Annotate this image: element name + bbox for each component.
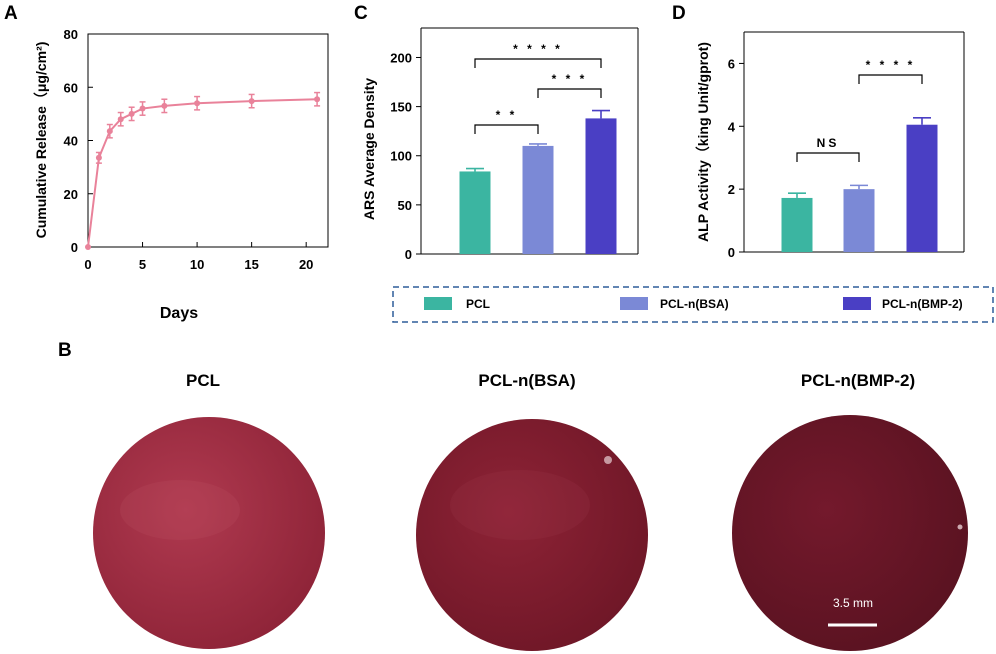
chart-a-ytick-label: 0 — [71, 240, 78, 255]
disc-photo-pcl-bsa — [416, 419, 648, 651]
chart-a-data-point — [139, 105, 146, 112]
chart-c-significance-label: * * — [496, 108, 518, 122]
legend-label-pcl-bmp2: PCL-n(BMP-2) — [882, 297, 963, 311]
chart-a-data-point — [248, 98, 255, 105]
chart-a-xtick-label: 20 — [299, 257, 313, 272]
panel-label-a: A — [4, 3, 18, 24]
chart-d-significance-label: NS — [817, 136, 840, 150]
chart-c-ytick-label: 0 — [405, 247, 412, 262]
chart-a-data-point — [314, 96, 321, 103]
chart-a-data-point — [117, 116, 124, 123]
chart-a-data-point — [106, 128, 113, 135]
chart-a-data-point — [194, 100, 201, 107]
chart-c-significance-label: * * * * — [513, 42, 563, 56]
chart-a-xlabel: Days — [160, 305, 198, 322]
panel-label-d: D — [672, 3, 686, 24]
chart-d-significance-bracket — [796, 152, 860, 162]
disc-speck-pcl-bmp2 — [957, 524, 963, 530]
chart-a-cumulative-release: Cumulative Release（μg/cm²) Days 0 20 40 60 8… — [33, 27, 329, 322]
chart-c-significance-bracket — [474, 124, 539, 134]
chart-c-ytick-label: 200 — [390, 50, 412, 65]
chart-d-bar — [906, 124, 938, 252]
legend-box — [392, 286, 994, 323]
chart-d-bar — [843, 189, 875, 252]
chart-d-significance-label: * * * * — [866, 58, 916, 72]
chart-a-data-point — [161, 102, 168, 109]
chart-a-series-line — [87, 98, 318, 248]
scale-bar-label: 3.5 mm — [833, 596, 873, 610]
panel-label-b: B — [58, 340, 72, 361]
disc-speck-pcl-bsa — [604, 456, 612, 464]
chart-a-xtick-label: 5 — [139, 257, 146, 272]
chart-d-ytick-label: 2 — [728, 182, 735, 197]
chart-d-ytick-label: 6 — [728, 56, 735, 71]
legend-swatch-pcl-bsa — [620, 297, 648, 310]
chart-d-alp-activity: ALP Activity（king Unit/gprot) 0 2 4 6 NS * *… — [695, 31, 965, 260]
photo-title-pcl: PCL — [186, 371, 220, 390]
photo-title-pcl-bsa: PCL-n(BSA) — [478, 371, 575, 390]
chart-c-significance-bracket — [537, 88, 602, 98]
chart-c-bar — [459, 171, 491, 254]
chart-c-ylabel: ARS Average Density — [361, 78, 377, 220]
legend-label-pcl: PCL — [466, 297, 490, 311]
chart-a-data-point — [85, 244, 91, 250]
chart-d-significance-bracket — [858, 74, 923, 84]
chart-a-data-point — [128, 110, 135, 117]
disc-highlight-pcl — [120, 480, 240, 540]
disc-photo-pcl-bmp2 — [732, 415, 968, 651]
chart-a-ylabel: Cumulative Release（μg/cm²) — [33, 42, 49, 239]
chart-c-ytick-label: 150 — [390, 100, 412, 115]
legend-swatch-pcl-bmp2 — [843, 297, 871, 310]
legend-swatch-pcl — [424, 297, 452, 310]
chart-a-xtick-label: 0 — [84, 257, 91, 272]
chart-a-frame — [87, 33, 329, 248]
panel-label-c: C — [354, 3, 368, 24]
chart-a-ytick-label: 20 — [64, 187, 78, 202]
chart-d-ytick-label: 4 — [728, 119, 736, 134]
disc-photo-pcl — [93, 417, 325, 649]
panel-b-photos: PCL PCL-n(BSA) PCL-n(BMP-2) 3.5 mm — [93, 371, 968, 651]
chart-d-ylabel: ALP Activity（king Unit/gprot) — [695, 42, 711, 242]
legend: PCL PCL-n(BSA) PCL-n(BMP-2) — [392, 286, 994, 323]
chart-d-ytick-label: 0 — [728, 245, 735, 260]
chart-a-xtick-label: 15 — [244, 257, 258, 272]
chart-c-bar — [522, 145, 554, 254]
chart-c-significance-label: * * * — [552, 72, 588, 86]
photo-title-pcl-bmp2: PCL-n(BMP-2) — [801, 371, 915, 390]
chart-a-ytick-label: 60 — [64, 80, 78, 95]
disc-highlight-pcl-bsa — [450, 470, 590, 540]
chart-c-ytick-label: 100 — [390, 149, 412, 164]
chart-a-ytick-label: 80 — [64, 27, 78, 42]
chart-c-ars-density: ARS Average Density 0 50 100 150 200 * * * * … — [361, 27, 639, 262]
legend-label-pcl-bsa: PCL-n(BSA) — [660, 297, 729, 311]
chart-a-ytick-label: 40 — [64, 134, 78, 149]
chart-c-bar — [585, 118, 617, 255]
chart-c-ytick-label: 50 — [398, 198, 412, 213]
chart-a-xtick-label: 10 — [190, 257, 204, 272]
chart-d-bar — [781, 197, 813, 252]
chart-a-data-point — [95, 154, 102, 161]
chart-c-significance-bracket — [474, 58, 602, 68]
